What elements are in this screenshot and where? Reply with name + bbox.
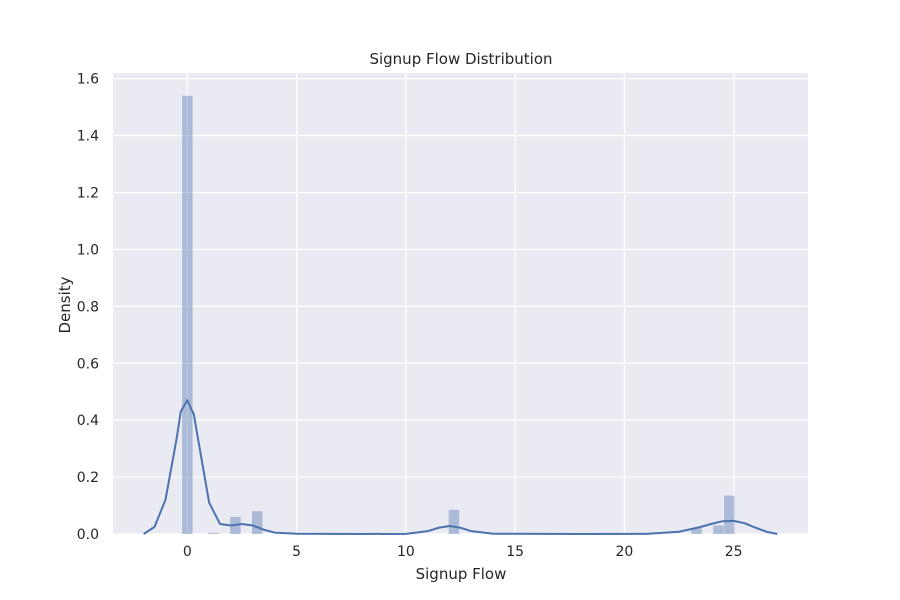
y-tick-labels: 0.0 0.2 0.4 0.6 0.8 1.0 1.2 1.4 1.6 bbox=[77, 72, 99, 543]
histogram-bar bbox=[691, 528, 702, 534]
histogram-bar bbox=[713, 525, 724, 534]
y-tick-label: 1.4 bbox=[77, 129, 99, 145]
y-tick-label: 0.2 bbox=[77, 470, 99, 486]
histogram-bar bbox=[448, 509, 460, 534]
plot-background bbox=[113, 73, 808, 534]
x-tick-labels: 0 5 10 15 20 25 bbox=[183, 544, 743, 560]
y-tick-label: 0.6 bbox=[77, 356, 99, 372]
y-tick-label: 1.0 bbox=[77, 242, 99, 258]
y-tick-label: 0.4 bbox=[77, 413, 99, 429]
x-axis-label: Signup Flow bbox=[416, 565, 507, 583]
histogram-bar bbox=[724, 495, 735, 534]
x-tick-label: 10 bbox=[397, 544, 415, 560]
chart-title: Signup Flow Distribution bbox=[369, 50, 552, 68]
x-tick-label: 5 bbox=[292, 544, 301, 560]
kde-line bbox=[143, 399, 778, 535]
y-axis-label: Density bbox=[56, 276, 74, 333]
x-tick-label: 25 bbox=[725, 544, 743, 560]
y-tick-label: 1.2 bbox=[77, 186, 99, 202]
grid-lines bbox=[113, 73, 808, 535]
histogram-bar bbox=[252, 511, 263, 534]
x-tick-label: 15 bbox=[506, 544, 524, 560]
y-tick-label: 0.0 bbox=[77, 527, 99, 543]
y-tick-label: 1.6 bbox=[77, 72, 99, 88]
y-tick-label: 0.8 bbox=[77, 299, 99, 315]
x-tick-label: 20 bbox=[616, 544, 634, 560]
histogram-bar bbox=[208, 532, 219, 534]
x-tick-label: 0 bbox=[183, 544, 192, 560]
histogram-bar bbox=[182, 95, 193, 534]
